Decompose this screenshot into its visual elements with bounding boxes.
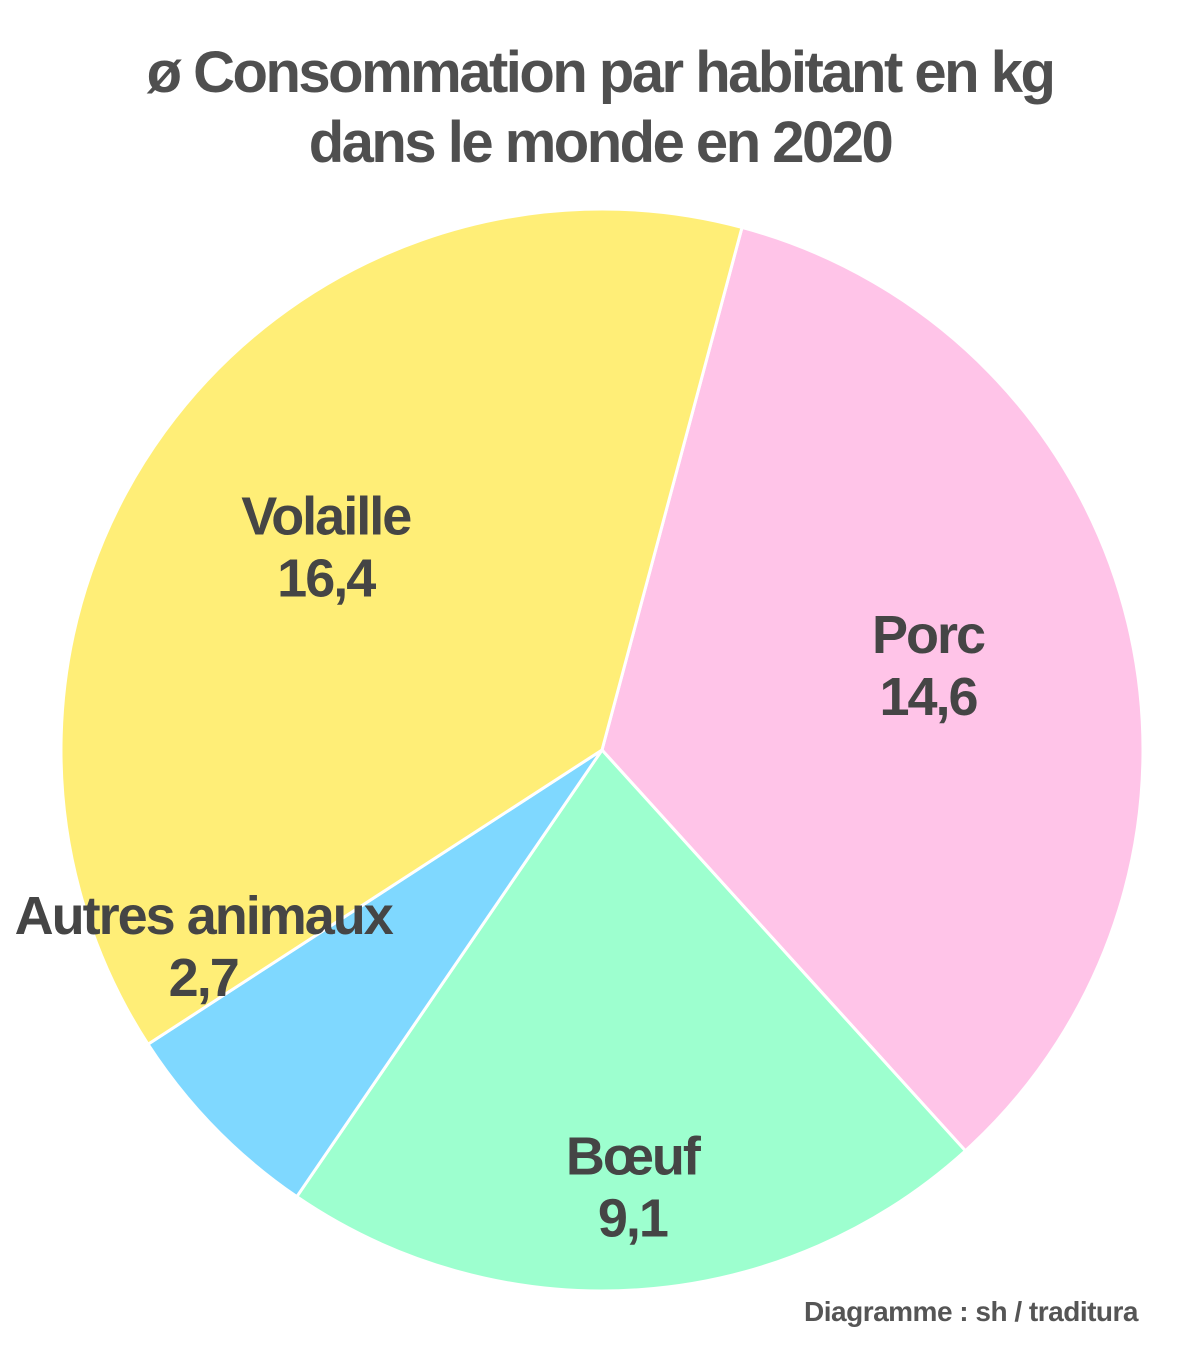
pie-slice-autres-animaux (146, 748, 604, 1199)
slice-name-label: Volaille (241, 487, 411, 547)
slice-value-label: 2,7 (169, 948, 238, 1008)
pie-slice-bœuf (295, 748, 967, 1293)
pie-slices (59, 207, 1145, 1293)
source-credit: Diagramme : sh / traditura (804, 1296, 1138, 1327)
slice-value-label: 14,6 (879, 667, 977, 727)
pie-slice-volaille (59, 207, 744, 1046)
title-line-2: dans le monde en 2020 (308, 110, 894, 175)
slice-name-label: Bœuf (566, 1127, 702, 1187)
slice-value-label: 16,4 (277, 549, 376, 609)
title-line-1: ø Consommation par habitant en kg (146, 40, 1056, 105)
slice-name-label: Autres animaux (15, 886, 394, 946)
slice-name-label: Porc (872, 605, 985, 665)
pie-slice-porc (600, 225, 1145, 1153)
slice-value-label: 9,1 (598, 1189, 668, 1249)
chart-title: ø Consommation par habitant en kg dans l… (0, 38, 1200, 178)
